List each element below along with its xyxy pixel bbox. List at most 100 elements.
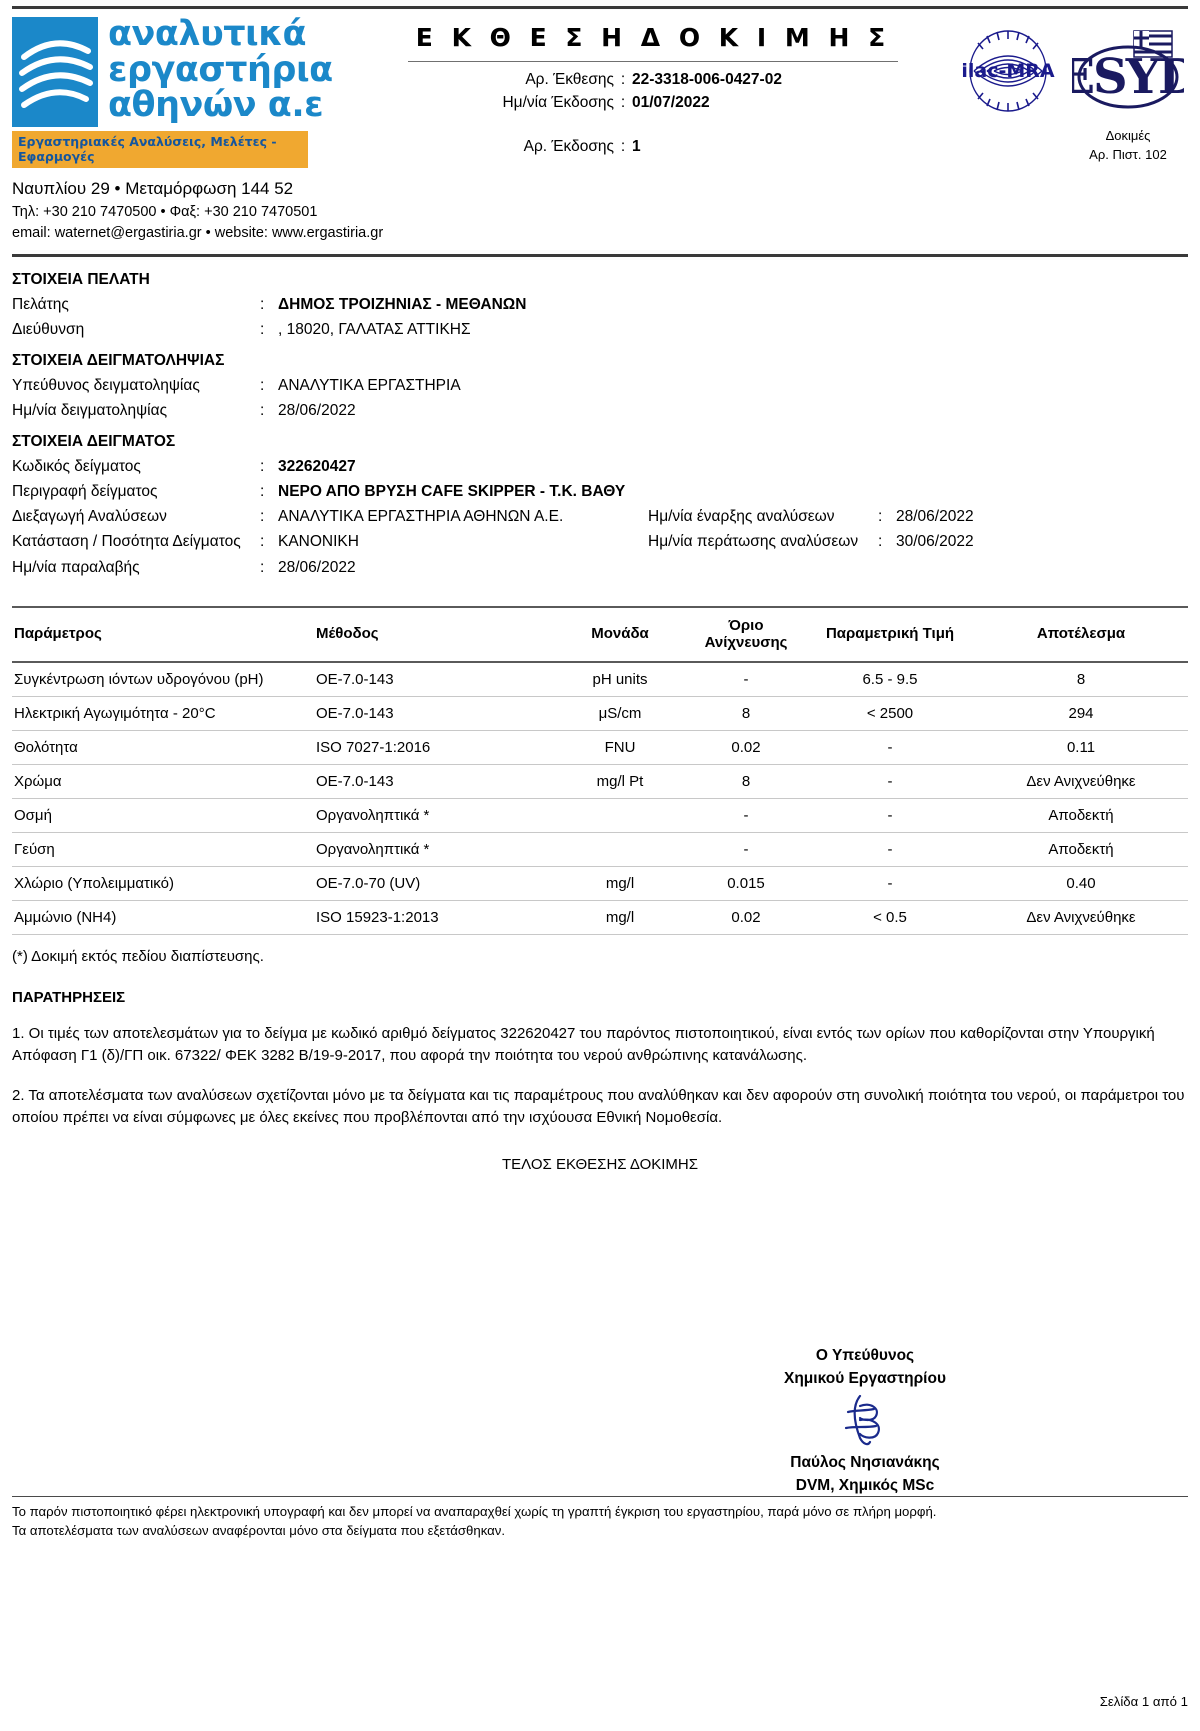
table-row: Γεύση Οργανοληπτικά * - - Αποδεκτή (12, 832, 1188, 867)
colon-separator: : (620, 138, 626, 155)
company-logo-text: αναλυτικά εργαστήρια αθηνών α.ε (98, 14, 333, 127)
colon-separator: : (878, 508, 883, 526)
report-number-row: Αρ. Έκθεσης : 22-3318-006-0427-02 (368, 71, 938, 89)
table-row: Οσμή Οργανοληπτικά * - - Αποδεκτή (12, 798, 1188, 833)
cell-parameter: Χλώριο (Υπολειμματικό) (12, 866, 312, 901)
accreditation-logos: ilac-MRA ESYD Δ (938, 17, 1200, 164)
logo-line-3: αθηνών α.ε (108, 85, 324, 126)
remark-item-2: 2. Τα αποτελέσματα των αναλύσεων σχετίζο… (12, 1086, 1185, 1127)
address-line-2: Τηλ: +30 210 7470500 • Φαξ: +30 210 7470… (12, 203, 318, 220)
header-parameter: Παράμετρος (12, 605, 312, 663)
page-number: Σελίδα 1 από 1 (1099, 1694, 1188, 1709)
cell-parametric-value: < 2500 (806, 696, 974, 731)
colon-separator: : (260, 533, 265, 551)
esyd-icon: ESYD (1058, 30, 1200, 109)
cell-result: 8 (974, 661, 1188, 697)
report-number-label: Αρ. Έκθεσης (525, 71, 614, 88)
colon-separator: : (260, 402, 265, 419)
table-row: Χρώμα ΟΕ-7.0-143 mg/l Pt 8- Δεν Ανιχνεύθηκε (12, 764, 1188, 799)
table-row: Αμμώνιο (NH4) ISO 15923-1:2013 mg/l 0.02 < 0… (12, 900, 1188, 935)
colon-separator: : (620, 94, 626, 111)
sampling-officer-label: Υπεύθυνος δειγματοληψίας (12, 376, 200, 394)
cell-detection-limit: 0.02 (686, 900, 806, 935)
info-row: Ημ/νία παραλαβής : 28/06/2022 (12, 555, 1188, 580)
received-date-label: Ημ/νία παραλαβής (12, 558, 140, 576)
cell-detection-limit: 8 (686, 696, 806, 731)
colon-separator: : (620, 71, 626, 88)
cell-method: ISO 15923-1:2013 (312, 900, 554, 935)
footer-line-2: Τα αποτελέσματα των αναλύσεων αναφέροντα… (12, 1523, 506, 1539)
cell-method: ΟΕ-7.0-143 (312, 661, 554, 697)
edition-label: Αρ. Έκδοσης (523, 138, 614, 155)
header-detection-limit-line1: Όριο (728, 616, 764, 634)
header-parametric-value: Παραμετρική Τιμή (806, 605, 974, 663)
sample-condition-label: Κατάσταση / Ποσότητα Δείγματος (12, 533, 241, 551)
cell-method: ISO 7027-1:2016 (312, 730, 554, 765)
cell-detection-limit: 0.02 (686, 730, 806, 765)
cell-parameter: Αμμώνιο (NH4) (12, 900, 312, 935)
cell-detection-limit: 0.015 (686, 866, 806, 901)
sample-condition-value: ΚΑΝΟΝΙΚΗ (278, 533, 359, 551)
cell-parametric-value: - (806, 866, 974, 901)
esyd-letters: ESYD (1072, 49, 1184, 105)
client-section-title: ΣΤΟΙΧΕΙΑ ΠΕΛΑΤΗ (12, 270, 150, 288)
header-detection-limit: Όριο Ανίχνευσης (686, 605, 806, 663)
cell-parametric-value: - (806, 730, 974, 765)
edition-row: Αρ. Έκδοσης : 1 (368, 138, 938, 156)
cell-parameter: Οσμή (12, 798, 312, 833)
issue-date-value: 01/07/2022 (632, 94, 710, 111)
info-row: Κωδικός δείγματος : 322620427 (12, 454, 1188, 479)
colon-separator: : (260, 320, 265, 338)
signer-credentials: DVM, Χημικός MSc (795, 1476, 935, 1494)
sample-code-label: Κωδικός δείγματος (12, 458, 141, 476)
analysis-start-label: Ημ/νία έναρξης αναλύσεων (648, 508, 835, 526)
results-table: Παράμετρος Μέθοδος Μονάδα Όριο Ανίχνευση… (12, 605, 1188, 935)
colon-separator: : (260, 376, 265, 394)
cell-unit (554, 832, 686, 867)
cell-result: 294 (974, 696, 1188, 731)
cell-method: Οργανοληπτικά * (312, 832, 554, 867)
header-detection-limit-line2: Ανίχνευσης (704, 633, 788, 651)
cell-parameter: Ηλεκτρική Αγωγιμότητα - 20°C (12, 696, 312, 731)
signature-block: Ο Υπεύθυνος Χημικού Εργαστηρίου Παύλος Ν… (700, 1344, 1030, 1497)
colon-separator: : (878, 533, 883, 551)
document-footer: Το παρόν πιστοποιητικό φέρει ηλεκτρονική… (12, 1496, 1188, 1540)
cell-parameter: Συγκέντρωση ιόντων υδρογόνου (pH) (12, 661, 312, 697)
analysis-lab-value: ΑΝΑΛΥΤΙΚΑ ΕΡΓΑΣΤΗΡΙΑ ΑΘΗΝΩΝ Α.Ε. (278, 508, 564, 526)
cell-parameter: Γεύση (12, 832, 312, 867)
logo-line-2: εργαστήρια (108, 49, 333, 90)
end-of-report-label: ΤΕΛΟΣ ΕΚΘΕΣΗΣ ΔΟΚΙΜΗΣ (501, 1155, 699, 1173)
received-date-value: 28/06/2022 (278, 558, 356, 576)
signer-name: Παύλος Νησιανάκης (790, 1453, 940, 1471)
cell-method: Οργανοληπτικά * (312, 798, 554, 833)
header-result: Αποτέλεσμα (974, 605, 1188, 663)
signature-title-line1: Ο Υπεύθυνος (815, 1347, 915, 1364)
logo-line-1: αναλυτικά (108, 14, 307, 54)
header-unit: Μονάδα (554, 605, 686, 663)
company-address: Ναυπλίου 29 • Μεταμόρφωση 144 52 Τηλ: +3… (12, 177, 432, 244)
table-header-row: Παράμετρος Μέθοδος Μονάδα Όριο Ανίχνευση… (12, 605, 1188, 663)
esyd-logo-block: ESYD Δοκιμές Αρ. Πιστ. 102 (1058, 21, 1200, 164)
colon-separator: : (260, 483, 265, 501)
cell-method: ΟΕ-7.0-70 (UV) (312, 866, 554, 901)
document-info: ΣΤΟΙΧΕΙΑ ΠΕΛΑΤΗ Πελάτης : ΔΗΜΟΣ ΤΡΟΙΖΗΝΙ… (12, 257, 1188, 580)
table-row: Συγκέντρωση ιόντων υδρογόνου (pH) ΟΕ-7.0-… (12, 661, 1188, 697)
colon-separator: : (260, 558, 265, 576)
ilac-mra-icon: ilac-MRA (958, 21, 1058, 121)
remark-item-1: 1. Οι τιμές των αποτελεσμάτων για το δεί… (12, 1024, 1155, 1065)
issue-date-row: Ημ/νία Έκδοσης : 01/07/2022 (368, 94, 938, 112)
table-row: Ηλεκτρική Αγωγιμότητα - 20°C ΟΕ-7.0-143 μS… (12, 696, 1188, 731)
info-row: Πελάτης : ΔΗΜΟΣ ΤΡΟΙΖΗΝΙΑΣ - ΜΕΘΑΝΩΝ (12, 292, 1188, 317)
title-divider (408, 61, 898, 62)
esyd-subtitle-1: Δοκιμές (1105, 128, 1151, 143)
cell-unit: pH units (554, 661, 686, 697)
client-name-value: ΔΗΜΟΣ ΤΡΟΙΖΗΝΙΑΣ - ΜΕΘΑΝΩΝ (278, 295, 527, 313)
document-header: αναλυτικά εργαστήρια αθηνών α.ε Εργαστηρ… (12, 9, 1200, 244)
sample-description-label: Περιγραφή δείγματος (12, 483, 158, 501)
cell-parameter: Χρώμα (12, 764, 312, 799)
table-row: Χλώριο (Υπολειμματικό) ΟΕ-7.0-70 (UV) mg/l… (12, 866, 1188, 901)
page-title: Ε Κ Θ Ε Σ Η Δ Ο Κ Ι Μ Η Σ (415, 23, 891, 52)
info-row: Κατάσταση / Ποσότητα Δείγματος : ΚΑΝΟΝΙΚ… (12, 529, 1188, 554)
client-address-value: , 18020, ΓΑΛΑΤΑΣ ΑΤΤΙΚΗΣ (278, 320, 471, 338)
cell-unit: FNU (554, 730, 686, 765)
